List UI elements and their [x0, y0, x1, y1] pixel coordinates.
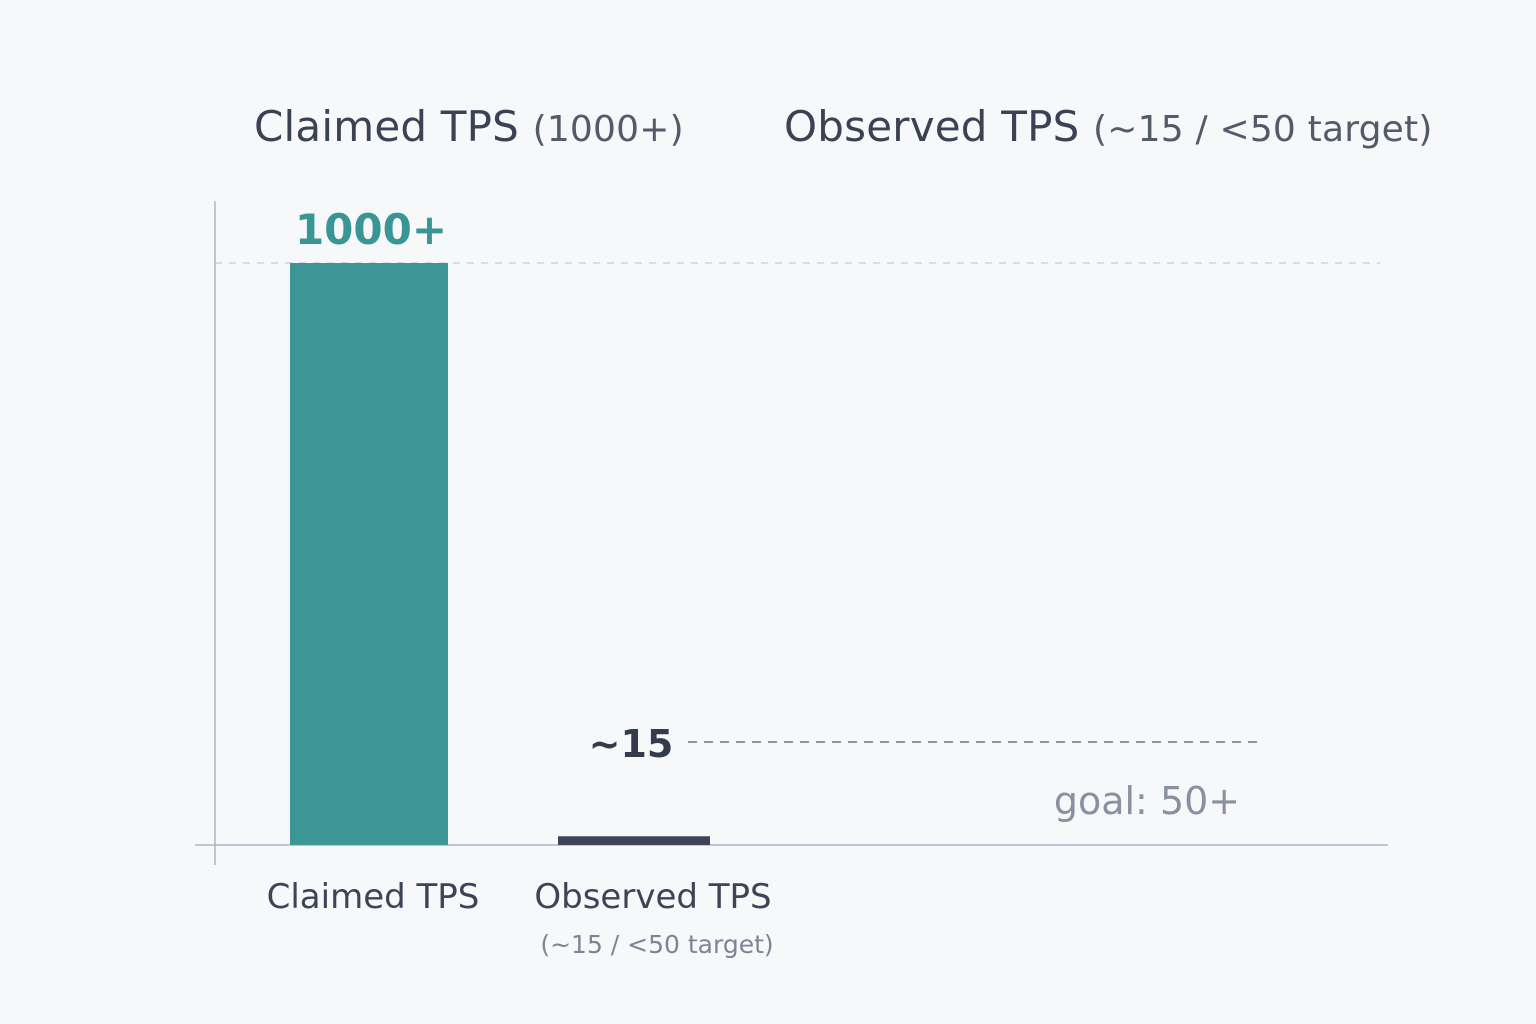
claimed-bar [290, 263, 448, 845]
observed-header-main: Observed TPS [784, 102, 1080, 151]
observed-bar [558, 836, 710, 845]
observed-value-label: ~15 [589, 722, 674, 766]
claimed-category-label: Claimed TPS [267, 877, 480, 917]
observed-category-label: Observed TPS [534, 877, 771, 917]
claimed-header-title: Claimed TPS (1000+) [254, 102, 684, 151]
observed-header-paren: (~15 / <50 target) [1093, 109, 1433, 150]
claimed-header-main: Claimed TPS [254, 102, 520, 151]
goal-label: goal: 50+ [1054, 779, 1240, 823]
observed-category-sublabel: (~15 / <50 target) [540, 930, 773, 959]
claimed-value-label: 1000+ [295, 205, 447, 254]
observed-header-title: Observed TPS (~15 / <50 target) [784, 102, 1433, 151]
claimed-header-paren: (1000+) [532, 109, 684, 150]
